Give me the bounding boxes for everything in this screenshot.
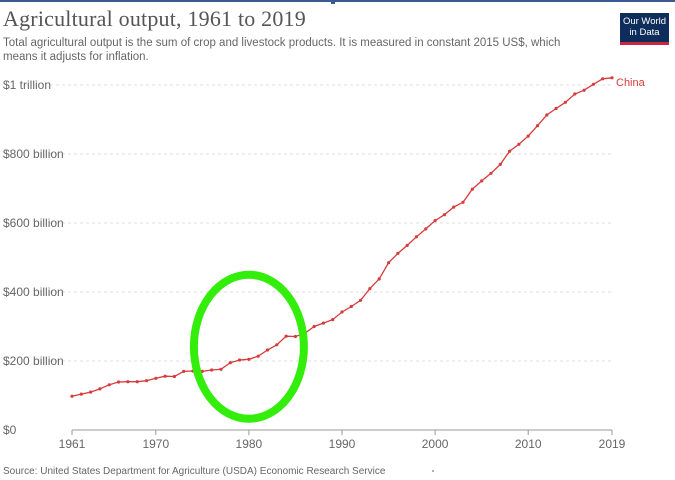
- data-point: [117, 380, 121, 384]
- data-point: [517, 142, 521, 146]
- data-point: [275, 343, 279, 347]
- y-tick-label: $1 trillion: [3, 78, 51, 92]
- y-tick-label: $400 billion: [3, 285, 64, 299]
- x-tick-label: 1970: [142, 437, 169, 451]
- data-point: [331, 318, 335, 322]
- data-point: [144, 379, 149, 383]
- data-point: [135, 380, 139, 384]
- x-tick-label: 1980: [236, 437, 263, 451]
- data-point: [545, 113, 549, 117]
- data-point: [265, 348, 270, 352]
- y-tick-label: $800 billion: [3, 147, 64, 161]
- series-label: China: [616, 77, 646, 89]
- top-border: [0, 0, 675, 2]
- data-point: [573, 92, 577, 96]
- data-point: [200, 369, 204, 373]
- y-tick-label: $0: [3, 423, 17, 437]
- y-tick-label: $600 billion: [3, 216, 64, 230]
- data-point: [535, 124, 540, 128]
- data-point: [312, 324, 316, 329]
- data-point: [563, 100, 568, 104]
- data-point: [442, 213, 446, 217]
- data-point: [414, 235, 419, 239]
- data-point: [349, 304, 353, 309]
- chart-title: Agricultural output, 1961 to 2019: [3, 6, 306, 31]
- data-point: [98, 387, 102, 391]
- data-point: [107, 383, 111, 387]
- data-point: [321, 321, 325, 325]
- x-tick-label: 1990: [329, 437, 356, 451]
- data-point: [387, 261, 391, 265]
- data-point: [591, 82, 596, 86]
- data-point: [526, 134, 530, 138]
- data-point: [582, 88, 586, 92]
- data-point: [340, 310, 344, 314]
- data-point: [405, 243, 409, 247]
- data-point: [238, 358, 242, 362]
- data-point: [293, 334, 297, 339]
- chart-subtitle: Total agricultural output is the sum of …: [3, 37, 561, 63]
- series-line-china: [71, 77, 613, 397]
- data-point: [610, 76, 614, 80]
- data-point: [498, 162, 502, 166]
- data-point: [396, 251, 400, 255]
- data-point: [89, 390, 93, 394]
- footer-dot: [432, 470, 434, 472]
- y-tick-label: $200 billion: [3, 354, 64, 368]
- x-tick-label: 1961: [59, 437, 86, 451]
- owid-logo[interactable]: Our World in Data: [620, 13, 669, 45]
- top-marker: [331, 0, 335, 4]
- data-point: [424, 227, 428, 231]
- data-point: [470, 187, 474, 191]
- data-point: [508, 149, 512, 153]
- data-point: [601, 77, 605, 81]
- data-point: [452, 205, 456, 209]
- data-point: [359, 298, 363, 302]
- data-point: [79, 392, 83, 396]
- data-point: [480, 179, 484, 183]
- data-point: [172, 374, 176, 379]
- data-point: [163, 374, 167, 378]
- data-point: [284, 334, 288, 338]
- data-point: [256, 354, 260, 358]
- data-point: [489, 171, 493, 175]
- logo-text: Our World in Data: [622, 16, 667, 38]
- x-tick-label: 2019: [599, 437, 626, 451]
- data-point: [247, 357, 251, 361]
- data-point: [219, 367, 223, 371]
- source-note: Source: United States Department for Agr…: [3, 466, 386, 477]
- x-tick-label: 2000: [422, 437, 449, 451]
- highlight-ellipse: [189, 270, 308, 423]
- data-point: [154, 376, 158, 380]
- data-point: [554, 106, 558, 111]
- data-point: [70, 394, 74, 398]
- data-point: [433, 219, 437, 223]
- data-point: [461, 200, 465, 204]
- data-point: [210, 368, 214, 372]
- data-point: [126, 380, 130, 384]
- data-point: [182, 369, 186, 373]
- x-tick-label: 2010: [515, 437, 542, 451]
- data-point: [228, 361, 232, 365]
- data-point: [368, 287, 372, 291]
- data-point: [377, 277, 381, 281]
